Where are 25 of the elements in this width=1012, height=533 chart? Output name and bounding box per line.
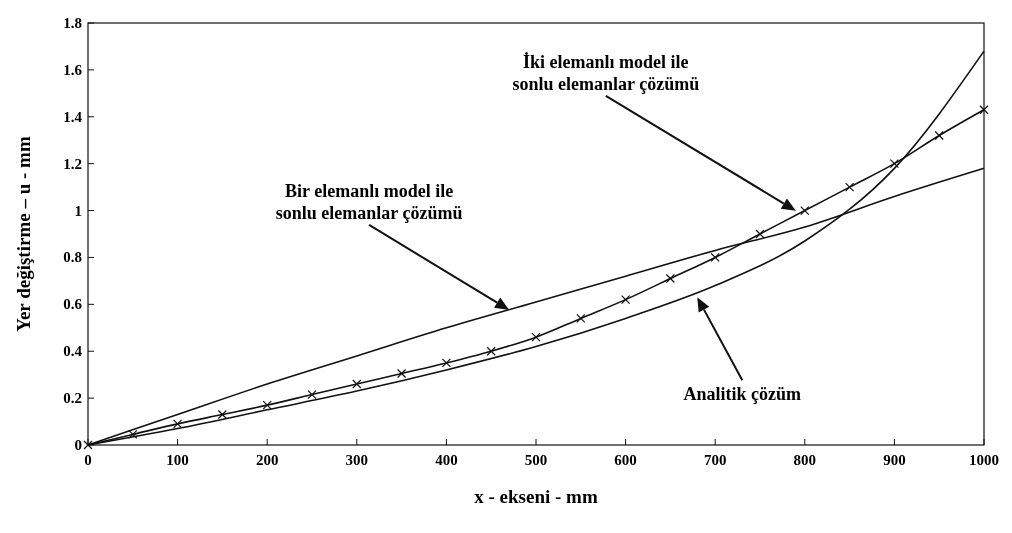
x-axis-title: x - ekseni - mm <box>474 486 598 507</box>
y-tick-label: 0.6 <box>63 296 83 313</box>
y-tick-label: 0.8 <box>63 249 82 266</box>
y-axis-title: Yer değiştirme – u - mm <box>13 136 34 332</box>
y-tick-label: 0.4 <box>63 343 83 360</box>
y-tick-label: 1.8 <box>63 15 82 31</box>
x-tick-label: 200 <box>255 452 279 468</box>
annotation: Bir elemanlı model ile sonlu elemanlar çözümü <box>275 180 463 223</box>
x-tick-label: 900 <box>883 452 906 468</box>
x-tick-label: 300 <box>345 452 369 468</box>
y-tick-label: 1 <box>74 202 82 219</box>
y-tick-label: 1.4 <box>63 108 83 125</box>
x-tick-label: 400 <box>435 452 458 468</box>
annotation: Analitik çözüm <box>683 384 802 405</box>
y-tick-label: 1.6 <box>63 61 83 78</box>
x-tick-label: 1000 <box>969 452 999 468</box>
annotation: İki elemanlı model ile sonlu elemanlar çözümü <box>512 51 700 94</box>
x-tick-label: 500 <box>524 452 548 468</box>
y-tick-label: 0 <box>74 437 82 453</box>
x-tick-label: 600 <box>614 452 637 468</box>
y-tick-label: 1.2 <box>63 155 82 172</box>
y-tick-label: 0.2 <box>63 390 82 407</box>
x-tick-label: 800 <box>793 452 817 468</box>
x-tick-label: 100 <box>166 452 189 468</box>
x-tick-label: 700 <box>703 452 727 468</box>
